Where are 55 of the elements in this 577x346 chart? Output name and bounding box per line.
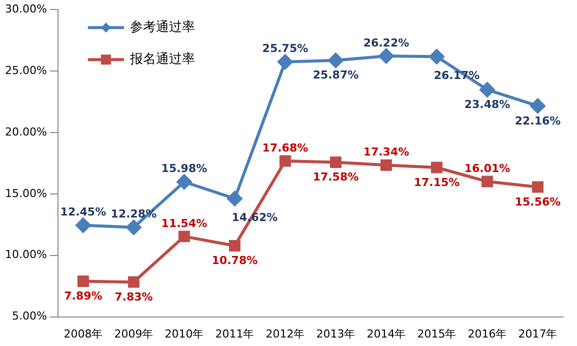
y-tick-label: 5.00% xyxy=(12,310,47,323)
point xyxy=(429,49,444,64)
point xyxy=(482,176,493,188)
y-tick-label: 15.00% xyxy=(4,186,47,200)
data-label: 23.48% xyxy=(464,98,510,112)
point xyxy=(480,82,495,98)
point xyxy=(126,220,142,235)
point xyxy=(76,218,91,233)
x-tick-label: 2017年 xyxy=(518,327,558,340)
point xyxy=(176,174,192,190)
y-tick-label: 10.00% xyxy=(4,248,47,262)
data-label: 7.83% xyxy=(114,290,153,304)
point xyxy=(178,230,190,242)
x-tick-label: 2015年 xyxy=(417,327,456,340)
data-label: 17.15% xyxy=(414,176,460,189)
data-label: 17.34% xyxy=(363,146,410,159)
y-tick-label: 20.00% xyxy=(4,125,47,138)
point xyxy=(279,155,291,167)
point xyxy=(228,240,240,252)
x-tick-label: 2013年 xyxy=(316,327,356,340)
point xyxy=(128,276,140,288)
data-label: 25.87% xyxy=(312,68,359,82)
data-label: 15.98% xyxy=(161,162,208,176)
point xyxy=(278,54,293,70)
data-label: 17.58% xyxy=(312,170,359,184)
x-tick-label: 2010年 xyxy=(164,327,204,340)
legend-label: 参考通过率 xyxy=(130,18,195,35)
x-tick-label: 2014年 xyxy=(366,327,406,340)
point xyxy=(328,52,344,68)
data-label: 16.01% xyxy=(464,162,510,175)
data-label: 26.22% xyxy=(363,36,410,50)
y-tick-label: 25.00% xyxy=(4,64,47,77)
point xyxy=(330,156,342,168)
x-tick-label: 2011年 xyxy=(215,327,254,340)
x-tick-label: 2016年 xyxy=(468,327,507,340)
point xyxy=(530,98,546,114)
point xyxy=(380,159,392,171)
point xyxy=(378,48,394,64)
data-label: 11.54% xyxy=(161,216,208,230)
data-label: 17.68% xyxy=(262,141,308,154)
data-label: 12.45% xyxy=(60,206,106,219)
x-tick-label: 2008年 xyxy=(64,327,103,340)
x-tick-label: 2012年 xyxy=(266,327,305,340)
data-label: 7.89% xyxy=(64,290,102,303)
point xyxy=(430,162,442,174)
legend-label: 报名通过率 xyxy=(128,50,195,67)
y-tick-label: 30.00% xyxy=(4,2,47,16)
data-label: 10.78% xyxy=(212,254,258,268)
x-tick-label: 2009年 xyxy=(114,327,154,340)
point xyxy=(227,191,242,206)
data-label: 25.75% xyxy=(262,42,308,56)
point xyxy=(77,276,89,288)
data-label: 15.56% xyxy=(514,195,561,208)
point xyxy=(532,181,544,193)
data-label: 22.16% xyxy=(514,114,561,128)
